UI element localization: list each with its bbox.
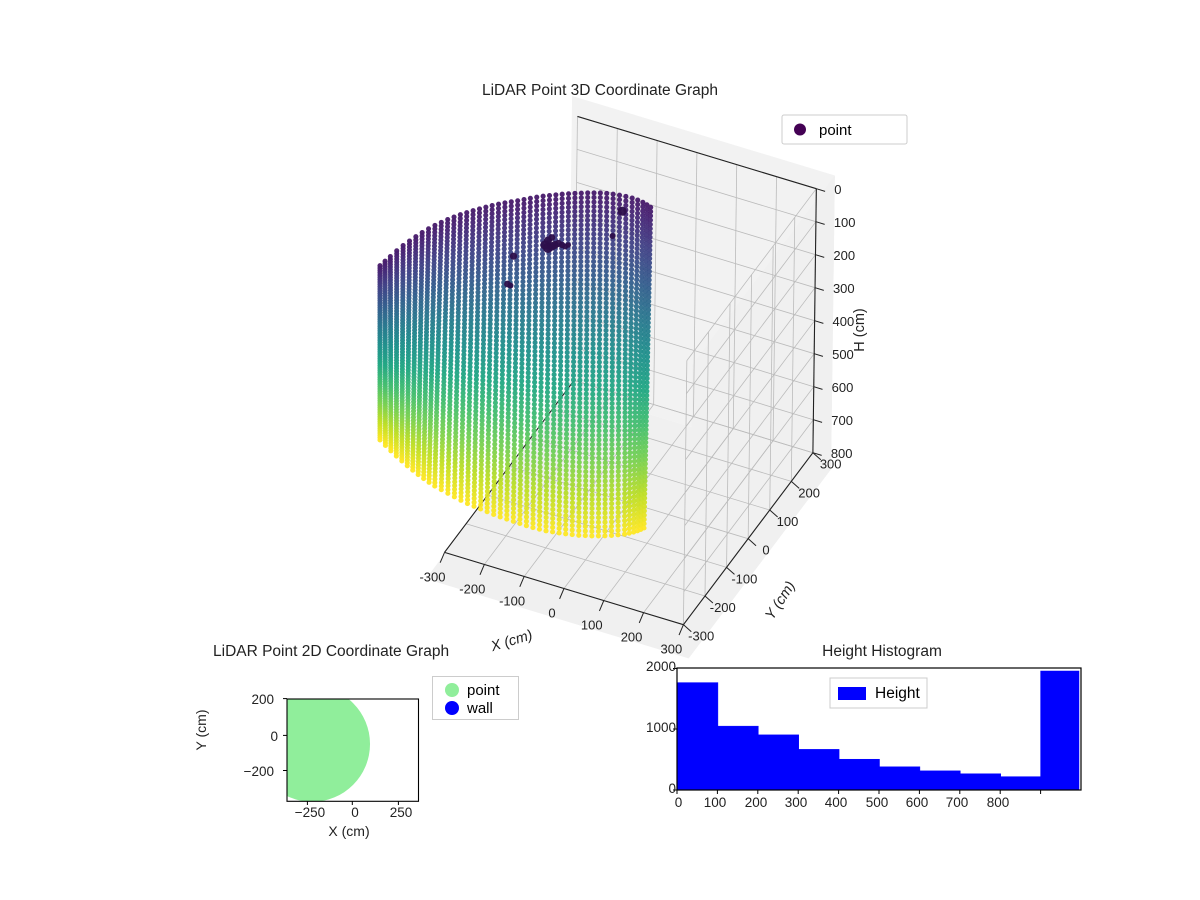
svg-text:100: 100 — [581, 618, 603, 633]
svg-text:-100: -100 — [499, 593, 525, 608]
svg-text:600: 600 — [832, 380, 854, 395]
svg-text:200: 200 — [621, 630, 643, 645]
svg-text:100: 100 — [834, 215, 856, 230]
svg-text:800: 800 — [831, 446, 853, 461]
svg-text:0: 0 — [548, 605, 555, 620]
svg-text:500: 500 — [832, 347, 854, 362]
svg-text:point: point — [819, 122, 852, 139]
svg-text:X (cm): X (cm) — [488, 627, 534, 655]
svg-text:-100: -100 — [731, 571, 757, 586]
svg-text:300: 300 — [661, 642, 683, 657]
svg-text:200: 200 — [833, 248, 855, 263]
svg-text:-200: -200 — [710, 600, 736, 615]
svg-text:-300: -300 — [419, 569, 445, 584]
svg-text:200: 200 — [798, 485, 820, 500]
svg-text:100: 100 — [777, 514, 799, 529]
svg-text:300: 300 — [833, 281, 855, 296]
svg-text:700: 700 — [831, 413, 853, 428]
svg-text:H (cm): H (cm) — [852, 308, 868, 352]
svg-text:400: 400 — [833, 314, 855, 329]
svg-text:0: 0 — [762, 543, 769, 558]
svg-text:0: 0 — [834, 182, 841, 197]
svg-text:-300: -300 — [688, 629, 714, 644]
svg-text:-200: -200 — [459, 581, 485, 596]
svg-text:Y (cm): Y (cm) — [762, 579, 799, 623]
